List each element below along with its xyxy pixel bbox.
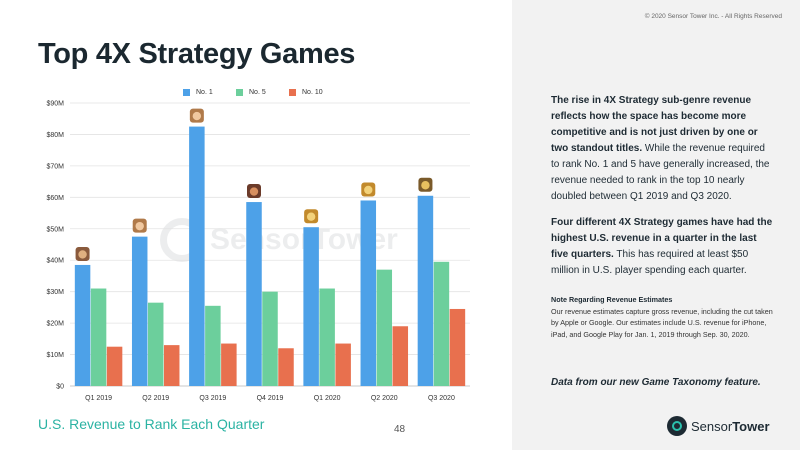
game-icon-b-face xyxy=(135,221,144,231)
y-tick-label: $90M xyxy=(46,101,64,108)
bar-no5 xyxy=(433,261,450,386)
y-tick-label: $10M xyxy=(46,352,64,359)
y-tick-label: $70M xyxy=(46,163,64,170)
bar-no10 xyxy=(278,348,294,386)
bar-no1 xyxy=(417,195,434,386)
bar-no5 xyxy=(147,302,164,386)
insight-2-bold: Four different 4X Strategy games have ha… xyxy=(551,217,773,260)
insight-2-rest: This has required at least $50 million i… xyxy=(551,249,749,276)
y-tick-label: $80M xyxy=(46,132,64,139)
page-number: 48 xyxy=(394,424,406,435)
bar-chart: $0 $10M $20M $30M $40M $50M $60M $70M $80M $90M Q1… xyxy=(46,101,470,402)
bar-no5 xyxy=(319,288,335,386)
bar-no1 xyxy=(131,236,148,386)
tagline: Data from our new Game Taxonomy feature. xyxy=(551,377,761,388)
bar-no10 xyxy=(163,345,180,386)
bar-no10 xyxy=(449,308,466,386)
game-icon-a-face xyxy=(78,250,87,259)
bar-no10 xyxy=(392,326,409,386)
x-tick-label: Q1 2019 xyxy=(85,395,112,402)
insight-1-rest: While the revenue required to rank No. 1… xyxy=(551,143,770,202)
logo-text-part1: Sensor xyxy=(691,418,733,434)
game-icon-c-face xyxy=(249,187,259,196)
chart-subtitle: U.S. Revenue to Rank Each Quarter xyxy=(38,416,265,432)
legend-label-no1: No. 1 xyxy=(196,89,213,96)
bar-no10 xyxy=(106,346,123,386)
legend-swatch-no10 xyxy=(289,89,296,96)
revenue-note: Note Regarding Revenue Estimates Our rev… xyxy=(551,294,773,340)
insight-paragraph-2: Four different 4X Strategy games have ha… xyxy=(551,215,773,279)
legend-item-no10: No. 10 xyxy=(289,89,323,96)
bar-no10 xyxy=(335,343,351,386)
legend-label-no10: No. 10 xyxy=(302,89,323,96)
bar-no1 xyxy=(360,200,377,386)
bar-no5 xyxy=(376,269,393,386)
insight-1-bold: The rise in 4X Strategy sub-genre revenu… xyxy=(551,95,758,154)
y-tick-label: $0 xyxy=(56,384,64,391)
y-tick-label: $30M xyxy=(46,289,64,296)
legend-label-no5: No. 5 xyxy=(249,89,266,96)
bar-no5 xyxy=(90,288,107,386)
y-tick-label: $50M xyxy=(46,226,64,233)
game-icon-b-face xyxy=(192,111,202,121)
y-tick-label: $20M xyxy=(46,321,64,328)
note-body: Our revenue estimates capture gross reve… xyxy=(551,306,773,339)
x-tick-label: Q4 2019 xyxy=(257,395,284,402)
bar-no1 xyxy=(303,227,319,386)
text-panel xyxy=(512,0,800,450)
chart-legend: No. 1 No. 5 No. 10 xyxy=(0,89,512,101)
bar-no1 xyxy=(246,202,262,386)
y-tick-label: $40M xyxy=(46,258,64,265)
x-tick-label: Q3 2019 xyxy=(199,395,226,402)
legend-item-no1: No. 1 xyxy=(183,89,213,96)
legend-swatch-no1 xyxy=(183,89,190,96)
bar-no1 xyxy=(74,264,91,386)
legend-swatch-no5 xyxy=(236,89,243,96)
bar-no5 xyxy=(205,305,221,386)
game-icon-e-face xyxy=(421,181,430,190)
bar-no5 xyxy=(262,291,278,386)
bar-no10 xyxy=(221,343,237,386)
game-icon-d-face xyxy=(306,212,316,221)
x-tick-label: Q1 2020 xyxy=(314,395,341,402)
note-heading: Note Regarding Revenue Estimates xyxy=(551,295,673,304)
x-tick-label: Q3 2020 xyxy=(428,395,455,402)
logo-text-part2: Tower xyxy=(732,418,770,434)
x-tick-label: Q2 2019 xyxy=(142,395,169,402)
copyright: © 2020 Sensor Tower Inc. - All Rights Re… xyxy=(644,13,782,20)
page-title: Top 4X Strategy Games xyxy=(38,38,356,70)
sensor-tower-logo: SensorTower xyxy=(667,416,770,436)
legend-item-no5: No. 5 xyxy=(236,89,266,96)
logo-text: SensorTower xyxy=(691,419,770,434)
bar-no1 xyxy=(189,126,205,386)
y-tick-label: $60M xyxy=(46,195,64,202)
x-tick-label: Q2 2020 xyxy=(371,395,398,402)
game-icon-d-face xyxy=(364,185,373,195)
insight-paragraph-1: The rise in 4X Strategy sub-genre revenu… xyxy=(551,93,773,205)
sensor-tower-logo-icon xyxy=(667,416,687,436)
